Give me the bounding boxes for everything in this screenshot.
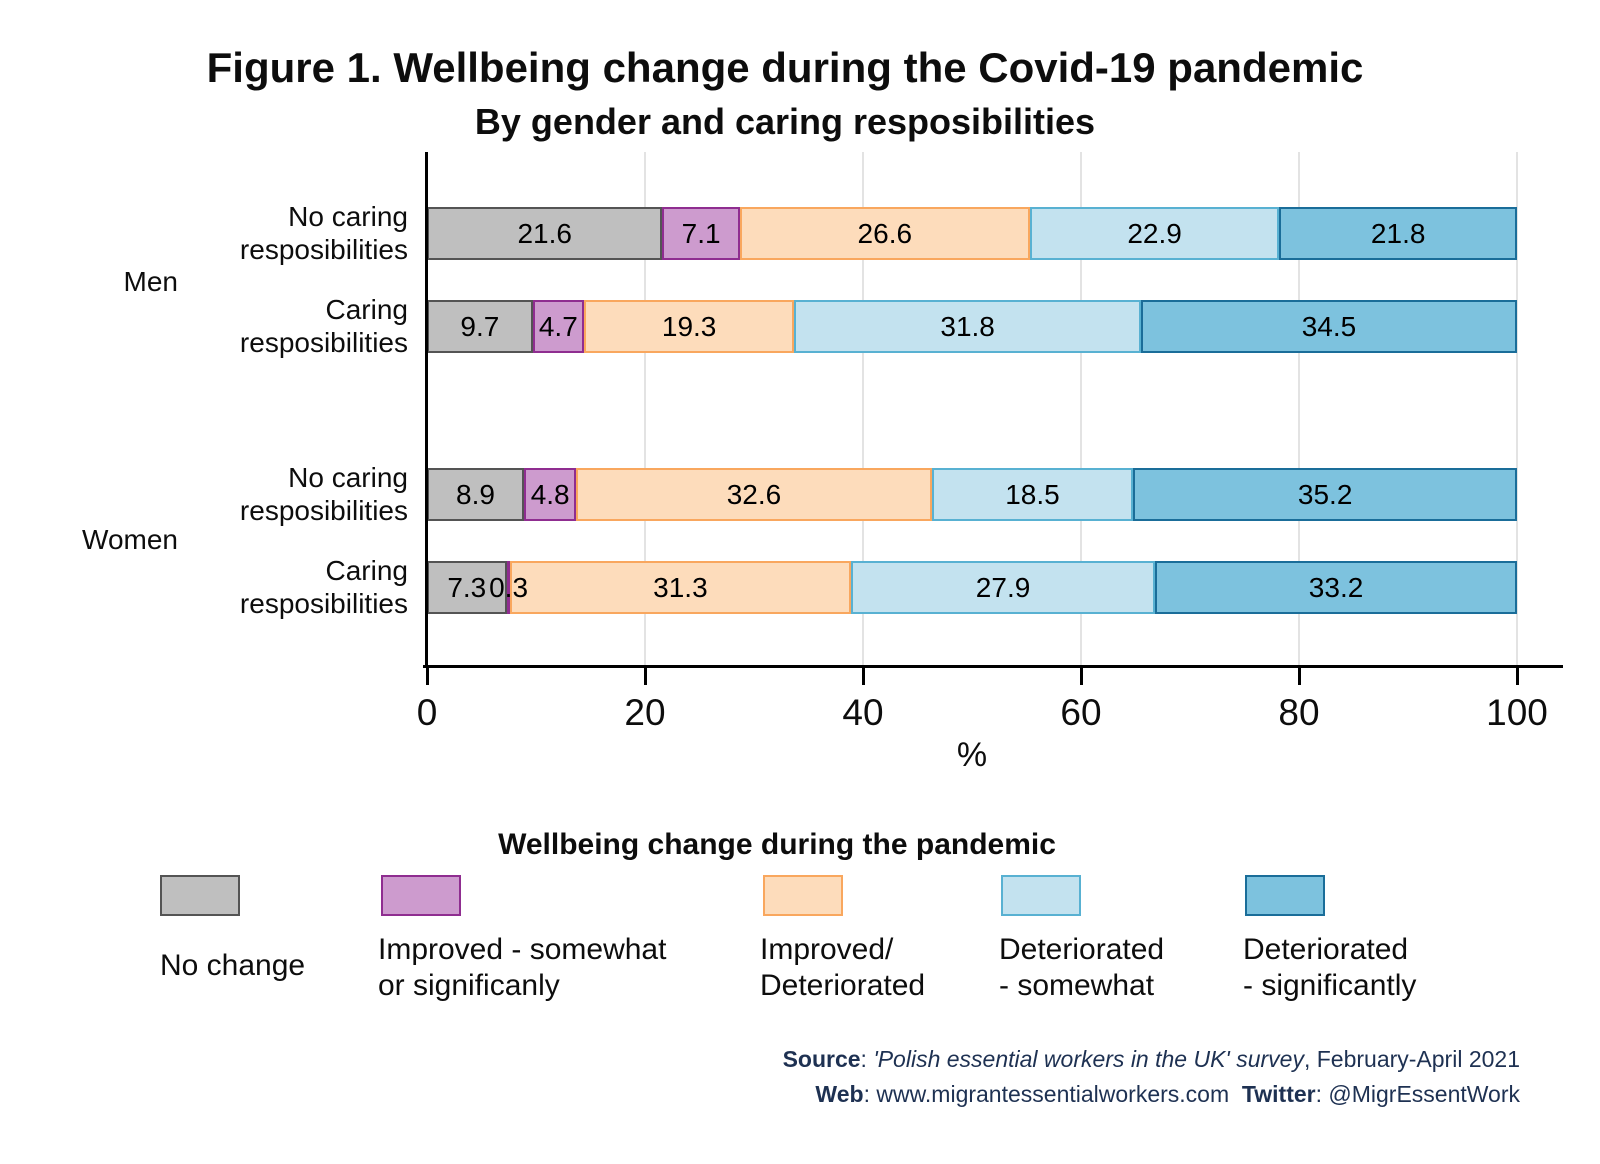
bar-row: 8.9 4.8 32.6 18.5 35.2	[427, 468, 1517, 521]
gridline-60	[1080, 152, 1082, 668]
legend-swatch-no-change	[160, 875, 240, 916]
legend-swatch-deteriorated-somewhat	[1001, 875, 1081, 916]
bar-value-label: 26.6	[857, 217, 913, 249]
bar-value-label: 19.3	[661, 310, 717, 342]
bar-value-label: 8.9	[456, 478, 495, 510]
bar-row: 7.3 0.3 31.3 27.9 33.2	[427, 561, 1517, 614]
bar-segment: 27.9	[851, 561, 1156, 614]
legend-swatch-improved	[381, 875, 461, 916]
source-label: Source	[782, 1046, 861, 1072]
twitter-label: Twitter	[1241, 1081, 1316, 1107]
legend-label-deteriorated-significantly: Deteriorated - significantly	[1243, 933, 1417, 1002]
legend-title: Wellbeing change during the pandemic	[498, 828, 1056, 861]
bar-segment: 34.5	[1140, 300, 1517, 353]
source-survey-name: 'Polish essential workers in the UK' sur…	[873, 1046, 1304, 1072]
x-tick	[862, 667, 865, 685]
bar-segment: 7.3	[427, 561, 507, 614]
bar-value-label: 31.8	[940, 310, 995, 342]
bar-segment: 21.6	[427, 207, 663, 260]
web-label: Web	[815, 1081, 864, 1107]
source-line: Source: 'Polish essential workers in the…	[782, 1046, 1520, 1072]
bar-value-label: 34.5	[1301, 310, 1357, 342]
footer-notes: Source: 'Polish essential workers in the…	[400, 1042, 1520, 1112]
bar-segment: 4.8	[524, 468, 577, 521]
bar-value-label: 35.2	[1297, 478, 1353, 510]
row-label-women-no-caring: No caring resposibilities	[239, 462, 408, 526]
x-axis-line	[423, 665, 1563, 668]
bar-value-label: 7.3	[447, 571, 487, 603]
bar-segment: 4.7	[532, 300, 584, 353]
y-axis-line	[425, 152, 428, 668]
x-tick-label: 80	[1278, 692, 1320, 733]
bar-segment: 19.3	[583, 300, 795, 353]
legend-label-deteriorated-somewhat: Deteriorated - somewhat	[999, 933, 1165, 1002]
bar-segment: 31.8	[794, 300, 1141, 353]
chart-subtitle: By gender and caring resposibilities	[474, 101, 1096, 142]
bar-row: 21.6 7.1 26.6 22.9 21.8	[427, 207, 1517, 260]
source-date: , February-April 2021	[1303, 1046, 1520, 1072]
bar-segment: 21.8	[1279, 207, 1517, 260]
bar-value-label: 0.3	[489, 571, 529, 603]
bar-value-label: 4.7	[538, 310, 578, 342]
bar-segment: 22.9	[1029, 207, 1280, 260]
gridline-20	[644, 152, 646, 668]
bar-value-label: 9.7	[460, 310, 500, 342]
bar-row: 9.7 4.7 19.3 31.8 34.5	[427, 300, 1517, 353]
group-label-women: Women	[82, 524, 178, 555]
bar-segment: 8.9	[427, 468, 524, 521]
bar-segment: 9.7	[427, 300, 533, 353]
x-tick-label: 20	[624, 692, 666, 733]
x-tick	[1516, 667, 1519, 685]
bar-value-label: 27.9	[975, 571, 1031, 603]
legend-swatch-improved-deteriorated	[763, 875, 843, 916]
x-tick-label: 100	[1486, 692, 1548, 733]
row-label-men-no-caring: No caring resposibilities	[239, 201, 408, 265]
legend-label-improved: Improved - somewhat or significanly	[378, 933, 667, 1002]
legend-label-no-change: No change	[160, 949, 306, 982]
bar-value-label: 33.2	[1308, 571, 1364, 603]
bar-value-label: 18.5	[1005, 478, 1060, 510]
x-tick-label: 60	[1060, 692, 1102, 733]
gridline-100	[1516, 152, 1518, 668]
bar-segment: 31.3	[509, 561, 851, 614]
legend-swatch-deteriorated-significantly	[1245, 875, 1325, 916]
bar-value-label: 21.6	[517, 217, 572, 249]
bar-value-label: 4.8	[530, 478, 570, 510]
x-tick	[1080, 667, 1083, 685]
twitter-handle: : @MigrEssentWork	[1315, 1081, 1520, 1107]
bar-value-label: 32.6	[726, 478, 782, 510]
x-axis-title: %	[956, 736, 988, 774]
chart-title: Figure 1. Wellbeing change during the Co…	[206, 44, 1364, 91]
bar-segment: 0.3	[489, 561, 528, 614]
bar-segment: 35.2	[1133, 468, 1517, 521]
bar-segment: 18.5	[931, 468, 1134, 521]
bar-segment: 32.6	[576, 468, 932, 521]
bar-value-label: 21.8	[1370, 217, 1426, 249]
x-tick	[1298, 667, 1301, 685]
bar-segment: 33.2	[1155, 561, 1517, 614]
gridline-80	[1298, 152, 1300, 668]
group-label-men: Men	[123, 266, 178, 297]
row-label-men-caring: Caring resposibilities	[239, 294, 408, 358]
web-twitter-line: Web: www.migrantessentialworkers.com Twi…	[400, 1077, 1520, 1112]
legend-label-improved-deteriorated: Improved/ Deteriorated	[760, 933, 926, 1002]
bar-value-label: 22.9	[1127, 217, 1182, 249]
web-url: : www.migrantessentialworkers.com	[863, 1081, 1230, 1107]
bar-value-label: 7.1	[681, 217, 721, 249]
x-tick	[426, 667, 429, 685]
x-tick-label: 40	[842, 692, 884, 733]
plot-area: 21.6 7.1 26.6 22.9 21.8 9.7 4.7 19.3 31.8 34.5 8.9…	[427, 152, 1518, 668]
x-tick	[644, 667, 647, 685]
bar-value-label: 31.3	[653, 571, 708, 603]
x-tick-label: 0	[416, 692, 438, 733]
bar-segment: 26.6	[739, 207, 1030, 260]
row-label-women-caring: Caring resposibilities	[239, 555, 408, 619]
bar-segment: 7.1	[662, 207, 740, 260]
gridline-40	[862, 152, 864, 668]
